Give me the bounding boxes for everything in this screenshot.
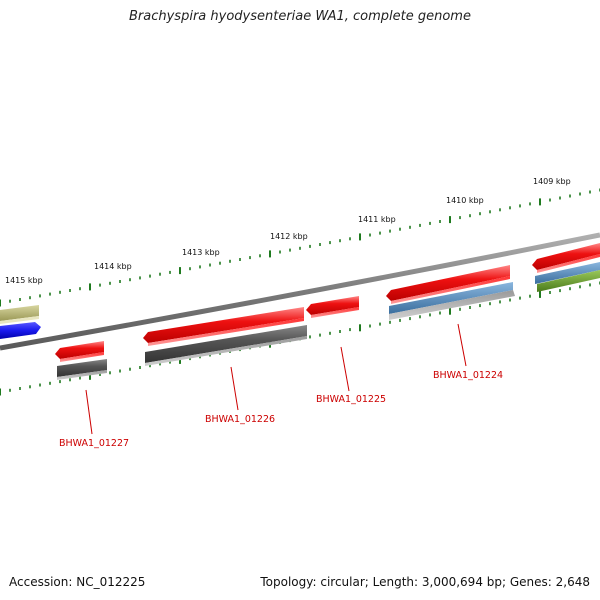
gene-red-bhwa1-01227[interactable] (55, 341, 104, 362)
gene-olive-right[interactable] (537, 270, 600, 292)
tick-label-1414: 1414 kbp (94, 262, 132, 271)
tick-label-1412: 1412 kbp (270, 232, 308, 241)
leader-line-01225 (340, 346, 350, 392)
gene-blue-left[interactable] (0, 322, 41, 339)
gene-steel-bhwa1-01224[interactable] (389, 282, 515, 320)
genome-summary: Topology: circular; Length: 3,000,694 bp… (260, 575, 590, 589)
gene-red-right[interactable] (532, 243, 600, 273)
gene-red-bhwa1-01224[interactable] (386, 265, 510, 304)
accession-label: Accession: NC_012225 (9, 575, 146, 589)
gene-label-01226: BHWA1_01226 (205, 414, 275, 425)
gene-label-01227: BHWA1_01227 (59, 438, 129, 449)
tick-label-1413: 1413 kbp (182, 248, 220, 257)
gene-steel-right[interactable] (535, 262, 600, 284)
leader-line-01227 (85, 389, 93, 435)
gene-gray-bhwa1-01227[interactable] (57, 359, 107, 380)
tick-label-1409: 1409 kbp (533, 177, 571, 186)
gene-label-01224: BHWA1_01224 (433, 370, 503, 381)
gene-label-01225: BHWA1_01225 (316, 394, 386, 405)
gene-red-bhwa1-01226[interactable] (143, 307, 304, 346)
leader-line-01226 (230, 366, 239, 411)
tick-label-1411: 1411 kbp (358, 215, 396, 224)
map-title: Brachyspira hyodysenteriae WA1, complete… (129, 9, 471, 24)
leader-line-01224 (457, 323, 467, 367)
tick-label-1410: 1410 kbp (446, 196, 484, 205)
gene-khaki-left[interactable] (0, 305, 39, 324)
gene-gray-bhwa1-01226[interactable] (145, 325, 307, 366)
upper-tick-track (0, 188, 600, 307)
gene-red-bhwa1-01225[interactable] (306, 296, 359, 318)
genome-backbone (0, 232, 600, 351)
tick-label-1415: 1415 kbp (5, 276, 43, 285)
